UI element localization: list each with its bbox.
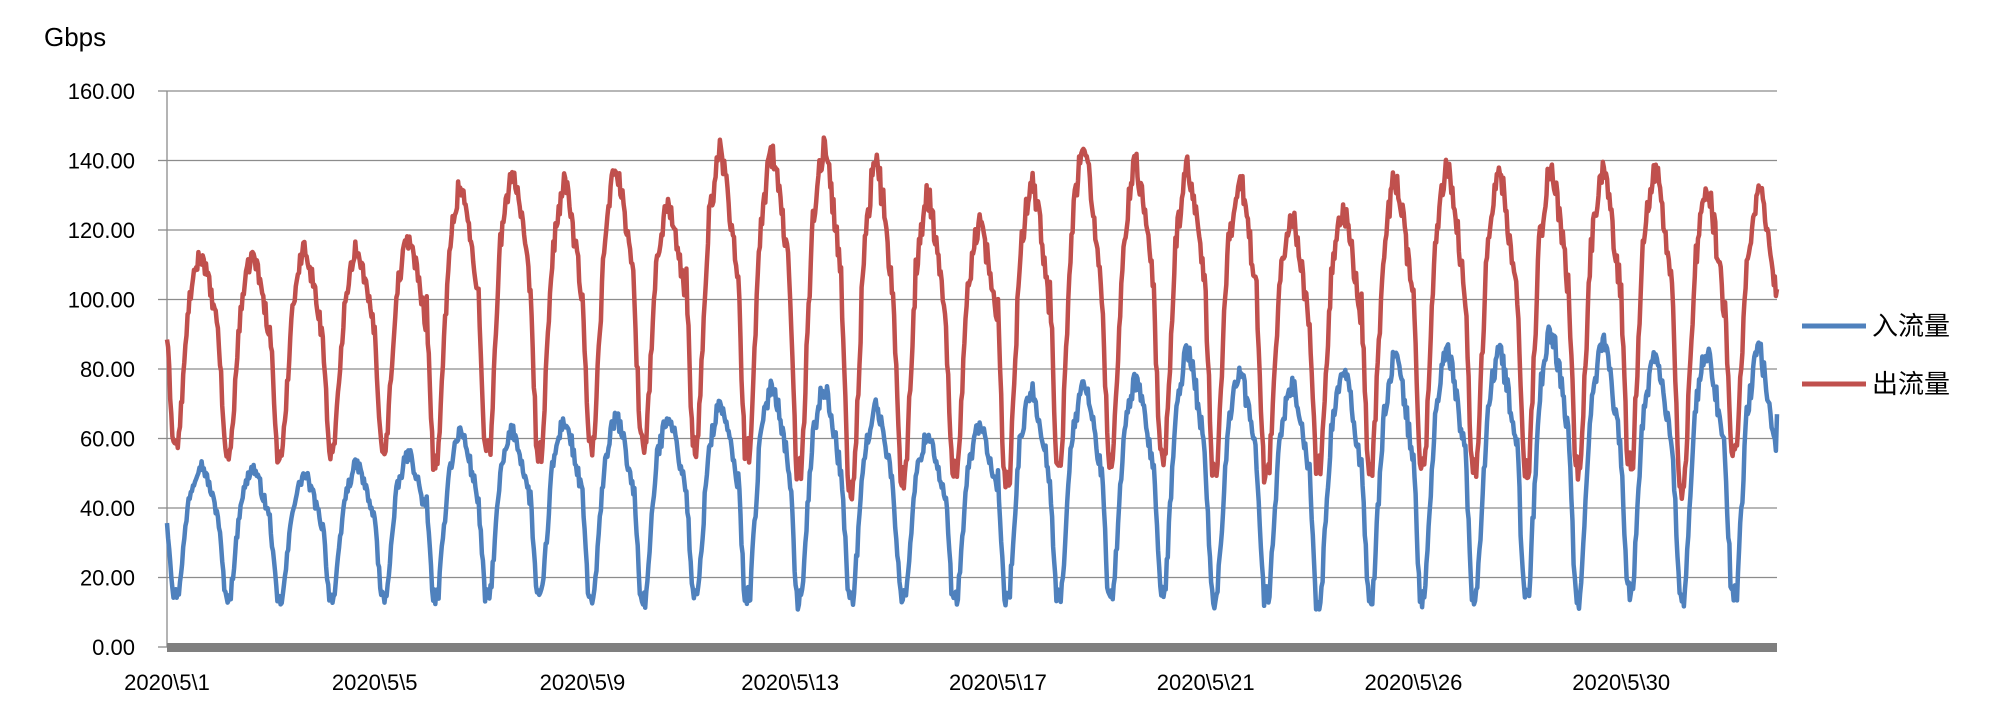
x-axis-ticks: 2020\5\1 2020\5\5 2020\5\9 2020\5\13 2020\5\… <box>124 670 1670 695</box>
x-tick-label: 2020\5\13 <box>741 670 839 695</box>
x-tick-label: 2020\5\9 <box>540 670 626 695</box>
x-tick-label: 2020\5\21 <box>1157 670 1255 695</box>
x-tick-label: 2020\5\1 <box>124 670 210 695</box>
x-axis <box>167 643 1777 652</box>
series-line <box>164 324 1780 612</box>
x-tick-label: 2020\5\5 <box>332 670 418 695</box>
legend-label: 入流量 <box>1872 311 1950 341</box>
y-tick-label: 40.00 <box>80 496 135 521</box>
series-line <box>164 135 1780 502</box>
y-tick-label: 120.00 <box>68 218 135 243</box>
x-axis-band <box>167 643 1777 652</box>
y-axis-unit-label: Gbps <box>44 22 106 52</box>
y-tick-label: 100.00 <box>68 288 135 313</box>
y-tick-label: 20.00 <box>80 566 135 591</box>
y-tick-label: 0.00 <box>92 635 135 660</box>
series-lines <box>164 135 1780 612</box>
x-tick-label: 2020\5\30 <box>1572 670 1670 695</box>
x-tick-label: 2020\5\26 <box>1365 670 1463 695</box>
y-tick-label: 80.00 <box>80 357 135 382</box>
y-tick-label: 140.00 <box>68 149 135 174</box>
legend-label: 出流量 <box>1872 369 1950 399</box>
x-tick-label: 2020\5\17 <box>949 670 1047 695</box>
y-axis-ticks: 0.00 20.00 40.00 60.00 80.00 100.00 120.00 140.… <box>68 79 168 660</box>
y-tick-label: 160.00 <box>68 79 135 104</box>
y-tick-label: 60.00 <box>80 427 135 452</box>
